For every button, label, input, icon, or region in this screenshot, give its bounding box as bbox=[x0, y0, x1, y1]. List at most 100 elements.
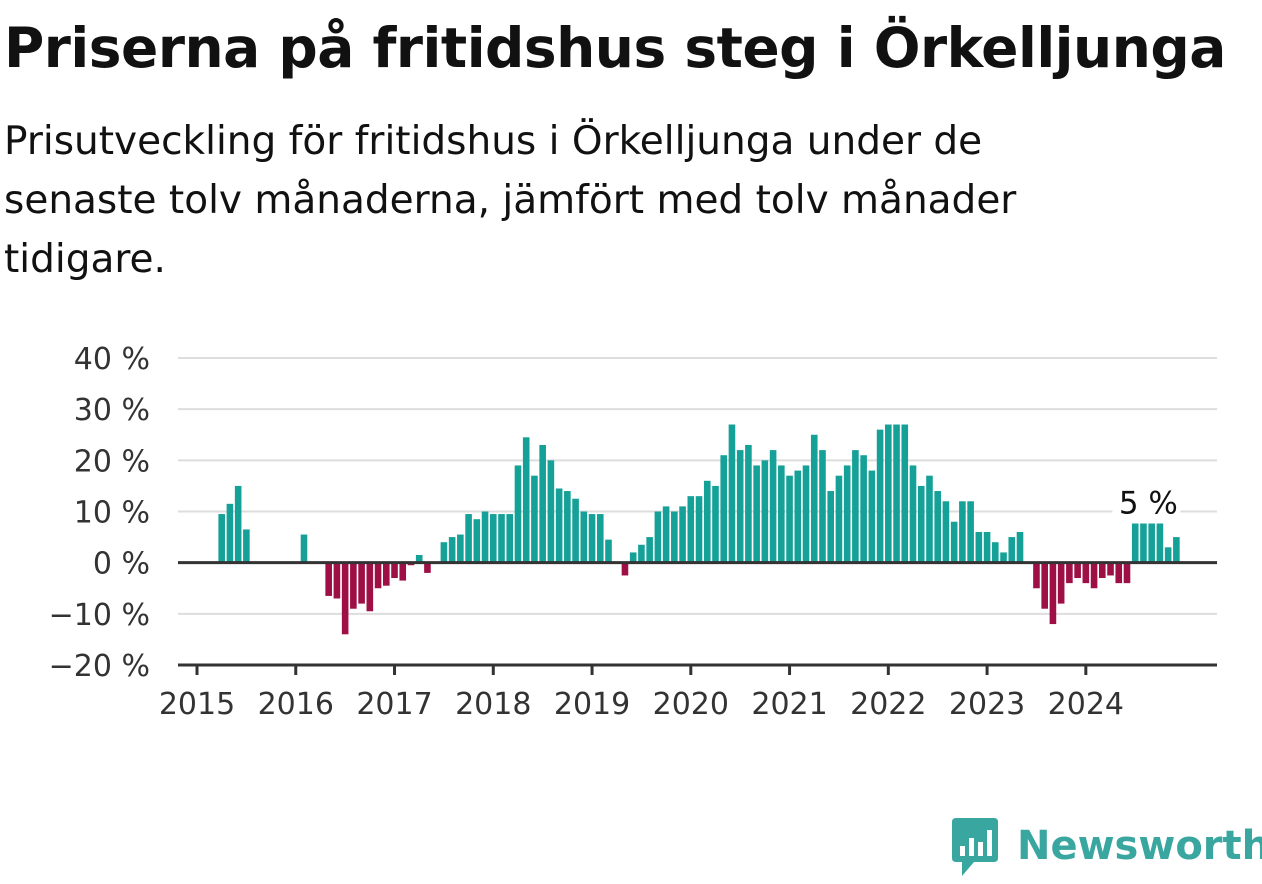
bar bbox=[457, 534, 464, 563]
bar bbox=[1156, 521, 1164, 563]
bar bbox=[671, 511, 678, 563]
bar bbox=[333, 562, 341, 599]
bar bbox=[819, 450, 826, 563]
y-tick-label: −10 % bbox=[49, 598, 150, 633]
bar bbox=[498, 514, 505, 563]
bar bbox=[1016, 531, 1024, 563]
bar bbox=[300, 534, 308, 563]
bar bbox=[366, 562, 374, 612]
bar bbox=[942, 501, 950, 563]
bar bbox=[547, 460, 555, 563]
x-tick-label: 2023 bbox=[949, 687, 1025, 722]
bar bbox=[893, 424, 900, 563]
bar bbox=[786, 475, 793, 563]
bar bbox=[778, 465, 785, 563]
x-tick-label: 2016 bbox=[258, 687, 334, 722]
newsworthy-brand[interactable]: Newsworthy bbox=[950, 818, 1262, 880]
bar bbox=[489, 514, 497, 563]
bar bbox=[465, 514, 472, 563]
bar bbox=[917, 485, 925, 563]
bar bbox=[679, 506, 686, 563]
bar bbox=[1115, 562, 1123, 584]
bar bbox=[843, 465, 851, 563]
x-tick-label: 2017 bbox=[356, 687, 432, 722]
bar bbox=[745, 444, 752, 563]
bar bbox=[885, 424, 892, 563]
bar bbox=[802, 465, 810, 563]
bar bbox=[753, 465, 760, 563]
bar bbox=[564, 491, 571, 563]
bar bbox=[761, 460, 769, 563]
bar bbox=[399, 562, 407, 581]
x-tick-label: 2015 bbox=[159, 687, 235, 722]
x-tick-label: 2019 bbox=[554, 687, 630, 722]
bar bbox=[341, 562, 349, 635]
bar bbox=[629, 552, 637, 563]
bar bbox=[1008, 537, 1016, 563]
bar bbox=[531, 475, 538, 563]
bar bbox=[234, 485, 242, 563]
bar bbox=[572, 498, 579, 563]
bar bbox=[860, 455, 867, 563]
y-tick-label: 20 % bbox=[74, 444, 150, 479]
bar bbox=[448, 537, 456, 563]
chart-subtitle: Prisutveckling för fritidshus i Örkellju… bbox=[4, 119, 1017, 282]
bar bbox=[720, 455, 728, 563]
bar bbox=[243, 529, 250, 563]
bar bbox=[876, 429, 884, 563]
bar bbox=[621, 562, 629, 576]
bar bbox=[967, 501, 974, 563]
bar bbox=[695, 496, 703, 563]
bar bbox=[382, 562, 390, 586]
bar bbox=[934, 491, 941, 563]
bar bbox=[325, 562, 332, 596]
bar bbox=[1131, 511, 1139, 563]
bar bbox=[424, 562, 431, 573]
bar bbox=[473, 519, 481, 563]
bar bbox=[350, 562, 357, 609]
bar bbox=[1057, 562, 1065, 604]
bar bbox=[580, 511, 588, 563]
bar bbox=[1000, 552, 1007, 563]
bar bbox=[959, 501, 966, 563]
bar bbox=[868, 470, 876, 563]
bar bbox=[1140, 491, 1147, 563]
y-tick-label: −20 % bbox=[49, 649, 150, 684]
bar bbox=[827, 491, 835, 563]
bar bbox=[983, 531, 991, 563]
bar bbox=[218, 514, 225, 563]
bar bbox=[440, 542, 448, 563]
bar bbox=[1107, 562, 1114, 576]
bar bbox=[1123, 562, 1131, 584]
bar bbox=[975, 531, 983, 563]
brand-name: Newsworthy bbox=[1017, 823, 1262, 869]
bar bbox=[769, 450, 777, 563]
bar bbox=[506, 514, 514, 563]
bar bbox=[539, 444, 546, 563]
bar bbox=[638, 544, 645, 563]
bar bbox=[646, 537, 653, 563]
bar bbox=[596, 514, 604, 563]
bar bbox=[1148, 516, 1155, 563]
bar bbox=[687, 496, 695, 563]
bar bbox=[1082, 562, 1090, 584]
bar bbox=[391, 562, 398, 579]
bar bbox=[703, 480, 711, 563]
bar bbox=[1173, 537, 1180, 563]
x-tick-label: 2020 bbox=[653, 687, 729, 722]
bar bbox=[1090, 562, 1098, 589]
bar bbox=[1033, 562, 1040, 589]
x-tick-label: 2018 bbox=[455, 687, 531, 722]
bar bbox=[794, 470, 802, 563]
bar bbox=[514, 465, 522, 563]
bar bbox=[1066, 562, 1073, 584]
bar bbox=[662, 506, 670, 563]
bar bbox=[226, 503, 234, 563]
bar bbox=[605, 539, 612, 563]
x-tick-label: 2021 bbox=[751, 687, 827, 722]
bar bbox=[992, 542, 999, 563]
bar-chart: −20 % −10 % 0 % 10 % 20 % 30 % 40 % 2015 2016 201… bbox=[49, 342, 1217, 722]
y-tick-label: 10 % bbox=[74, 496, 150, 531]
bar bbox=[555, 488, 563, 563]
bar bbox=[1164, 547, 1172, 563]
